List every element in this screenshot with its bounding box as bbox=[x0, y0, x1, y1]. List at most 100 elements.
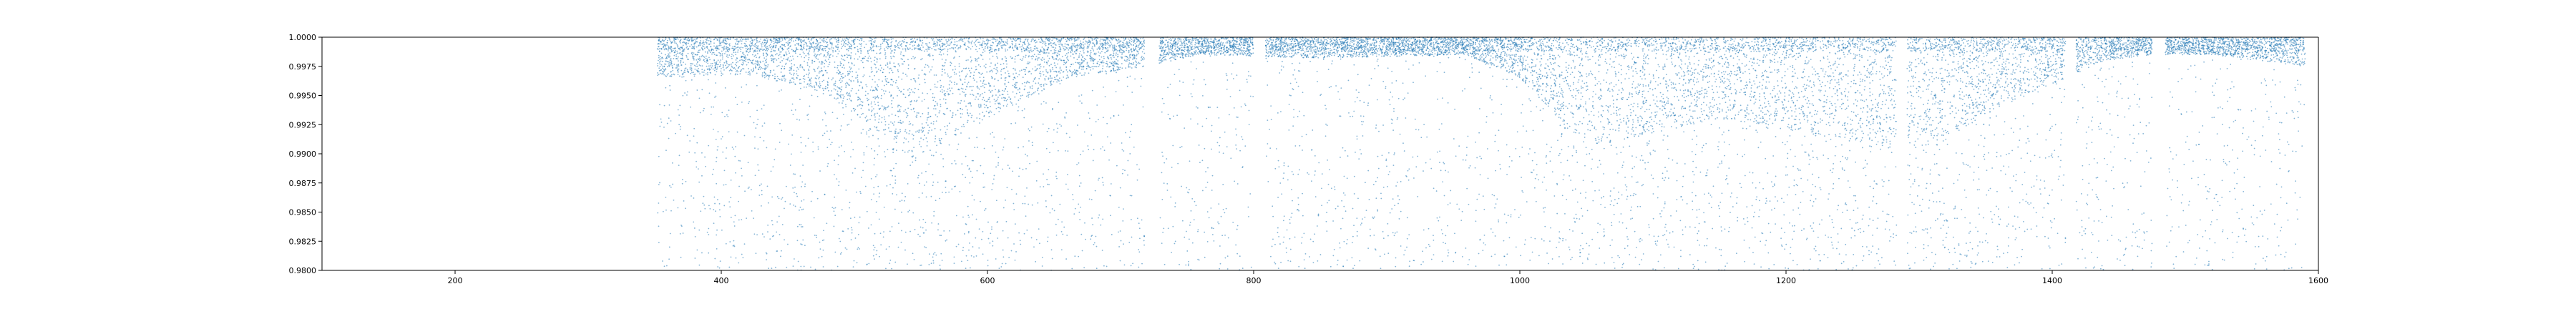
data-point bbox=[880, 97, 882, 99]
data-point bbox=[824, 40, 826, 42]
data-point bbox=[1010, 56, 1012, 58]
data-point bbox=[1116, 45, 1118, 47]
data-point bbox=[722, 67, 724, 69]
data-point bbox=[867, 52, 869, 54]
data-point bbox=[788, 39, 790, 41]
data-point bbox=[812, 151, 814, 152]
data-point bbox=[686, 94, 688, 96]
data-point bbox=[1021, 109, 1023, 112]
data-point bbox=[926, 50, 928, 52]
data-point bbox=[812, 41, 814, 44]
data-point bbox=[1113, 44, 1116, 46]
data-point bbox=[920, 59, 922, 61]
data-point bbox=[962, 124, 965, 126]
data-point bbox=[731, 147, 733, 148]
data-point bbox=[717, 199, 718, 201]
data-point bbox=[1111, 234, 1113, 235]
data-point bbox=[857, 49, 859, 50]
data-point bbox=[862, 101, 864, 103]
data-point bbox=[679, 128, 681, 130]
data-point bbox=[685, 67, 687, 69]
data-point bbox=[757, 63, 759, 65]
data-point bbox=[698, 71, 700, 73]
data-point bbox=[1063, 47, 1065, 49]
data-point bbox=[1050, 43, 1052, 44]
data-point bbox=[715, 95, 717, 97]
data-point bbox=[859, 191, 862, 192]
data-point bbox=[850, 52, 852, 54]
data-point bbox=[842, 64, 844, 66]
data-point bbox=[716, 234, 718, 236]
data-point bbox=[1047, 55, 1048, 57]
data-point bbox=[950, 76, 952, 78]
data-point bbox=[879, 69, 882, 72]
data-point bbox=[995, 72, 997, 74]
data-point bbox=[981, 99, 983, 101]
data-point bbox=[715, 82, 717, 84]
data-point bbox=[1110, 117, 1112, 119]
data-point bbox=[844, 75, 847, 77]
data-point bbox=[800, 152, 802, 153]
data-point bbox=[940, 90, 942, 92]
data-point bbox=[840, 63, 842, 64]
data-point bbox=[932, 174, 934, 176]
data-point bbox=[988, 89, 990, 92]
data-point bbox=[1024, 44, 1026, 45]
data-point bbox=[781, 89, 782, 91]
data-point bbox=[1043, 66, 1045, 68]
data-point bbox=[804, 41, 806, 44]
data-point bbox=[1135, 49, 1137, 50]
data-point bbox=[1138, 62, 1140, 64]
data-point bbox=[1095, 54, 1097, 56]
data-point bbox=[806, 48, 808, 50]
data-point bbox=[963, 233, 965, 235]
data-point bbox=[1078, 211, 1080, 213]
data-point bbox=[1116, 49, 1118, 51]
data-point bbox=[849, 42, 850, 44]
data-point bbox=[837, 164, 839, 166]
data-point bbox=[1014, 58, 1016, 60]
data-point bbox=[1140, 37, 1141, 39]
data-point bbox=[792, 114, 794, 116]
data-point bbox=[687, 48, 689, 50]
data-point bbox=[726, 62, 728, 64]
data-point bbox=[907, 151, 909, 153]
data-point bbox=[721, 54, 723, 57]
data-point bbox=[968, 137, 970, 139]
data-point bbox=[728, 49, 731, 51]
data-point bbox=[713, 168, 715, 170]
data-point bbox=[926, 144, 928, 147]
data-point bbox=[1096, 48, 1098, 50]
data-point bbox=[1093, 57, 1095, 59]
data-point bbox=[662, 70, 664, 72]
data-point bbox=[993, 136, 995, 138]
data-point bbox=[852, 41, 854, 42]
data-point bbox=[1091, 39, 1093, 41]
data-point bbox=[811, 60, 814, 62]
data-point bbox=[1038, 39, 1040, 40]
data-point bbox=[665, 196, 667, 198]
data-point bbox=[1080, 182, 1082, 184]
data-point bbox=[698, 56, 701, 58]
data-point bbox=[884, 118, 886, 120]
data-point bbox=[875, 127, 877, 129]
data-point bbox=[989, 110, 991, 112]
data-point bbox=[1070, 47, 1072, 49]
data-point bbox=[923, 232, 925, 234]
data-point bbox=[995, 49, 997, 51]
data-point bbox=[835, 39, 837, 41]
data-point bbox=[881, 117, 883, 119]
data-point bbox=[955, 129, 956, 132]
data-point bbox=[1050, 44, 1053, 46]
data-point bbox=[1037, 59, 1038, 61]
data-point bbox=[902, 54, 904, 57]
data-point bbox=[1022, 77, 1024, 79]
data-point bbox=[975, 57, 976, 59]
data-point bbox=[1002, 249, 1004, 251]
data-point bbox=[1026, 187, 1028, 189]
data-point bbox=[1002, 256, 1005, 258]
data-point bbox=[1065, 53, 1068, 54]
data-point bbox=[698, 52, 700, 54]
data-point bbox=[940, 153, 942, 155]
data-point bbox=[693, 48, 696, 50]
